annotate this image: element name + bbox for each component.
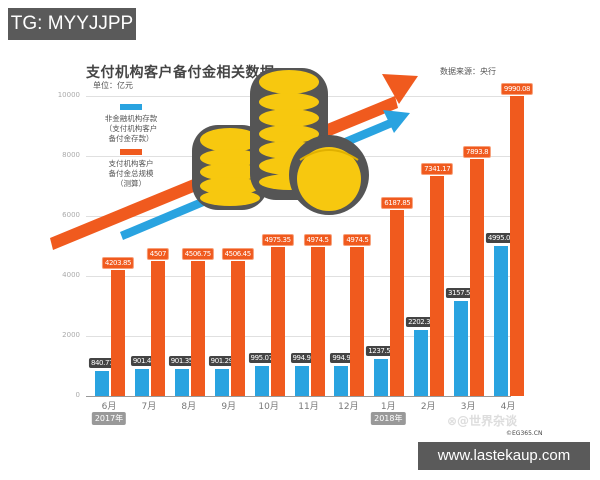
legend-blue-line1: 非金融机构存款 <box>104 114 158 123</box>
gridline-2000 <box>86 336 511 337</box>
x-tick-label: 6月 <box>101 402 117 412</box>
bar-blue <box>214 368 229 396</box>
gridline-6000 <box>86 216 511 217</box>
bar-blue <box>95 370 109 396</box>
bar-orange <box>150 260 165 396</box>
bar-blue <box>414 329 429 396</box>
value-label-blue: 3157.52 <box>446 288 477 299</box>
x-tick-label: 11月 <box>298 402 319 412</box>
bar-blue <box>174 368 189 396</box>
value-label-orange: 6187.85 <box>381 197 414 210</box>
ytick-8000: 8000 <box>62 151 80 159</box>
legend-blue-line3: 备付金存款） <box>108 134 154 143</box>
x-tick-label: 7月 <box>141 402 157 412</box>
value-label-blue: 901.29 <box>208 355 235 366</box>
ytick-10000: 10000 <box>57 91 80 99</box>
legend-swatch-blue <box>120 104 142 110</box>
value-label-blue: 994.9 <box>290 353 313 364</box>
year-marker: 2018年 <box>371 412 406 425</box>
x-tick-label: 1月 <box>380 402 396 412</box>
x-tick-label: 12月 <box>338 402 359 412</box>
bar-blue <box>254 366 269 396</box>
value-label-blue: 4995.04 <box>485 233 517 244</box>
legend-label-orange: 支付机构客户 备付金总规模 （测算） <box>98 159 164 189</box>
ytick-0: 0 <box>75 391 80 399</box>
bar-orange <box>190 260 205 396</box>
x-axis-line <box>86 396 511 397</box>
bar-orange <box>111 269 125 396</box>
value-label-orange: 4974.5 <box>303 233 332 246</box>
value-label-blue: 840.77 <box>88 357 116 368</box>
legend-orange-line3: （测算） <box>116 179 146 188</box>
value-label-orange: 4506.75 <box>181 247 214 260</box>
x-tick-label: 3月 <box>460 402 476 412</box>
value-label-orange: 7341.17 <box>421 162 454 175</box>
value-label-orange: 4975.35 <box>261 233 294 246</box>
source-label: 数据来源：央行 <box>440 67 496 76</box>
ytick-4000: 4000 <box>62 271 80 279</box>
x-tick-label: 10月 <box>258 402 279 412</box>
legend-orange-line1: 支付机构客户 <box>108 159 154 168</box>
bar-blue <box>294 366 309 396</box>
x-tick-label: 2月 <box>420 402 436 412</box>
bar-orange <box>430 175 445 396</box>
bar-orange <box>350 246 365 396</box>
value-label-orange: 4974.5 <box>343 233 372 246</box>
ytick-2000: 2000 <box>62 331 80 339</box>
value-label-orange: 4506.45 <box>221 247 254 260</box>
x-tick-label: 9月 <box>221 402 237 412</box>
x-tick-label: 4月 <box>500 402 516 412</box>
credit-text: ©EG365.CN <box>506 430 543 437</box>
value-label-orange: 4203.85 <box>101 256 135 269</box>
bar-blue <box>134 368 149 396</box>
legend-label-blue: 非金融机构存款 （支付机构客户 备付金存款） <box>98 114 164 144</box>
tg-watermark-badge: TG: MYYJJPP <box>8 8 136 40</box>
value-label-orange: 7893.8 <box>463 146 492 159</box>
value-label-orange: 9990.08 <box>500 83 534 96</box>
bar-orange <box>470 159 485 396</box>
ytick-6000: 6000 <box>62 211 80 219</box>
value-label-blue: 901.35 <box>168 355 195 366</box>
value-label-orange: 4507 <box>146 247 169 260</box>
legend-swatch-orange <box>120 149 142 155</box>
bar-orange <box>230 260 245 396</box>
value-label-blue: 901.4 <box>130 355 153 366</box>
bar-orange <box>390 210 405 396</box>
bar-orange <box>310 246 325 396</box>
legend-blue-line2: （支付机构客户 <box>104 124 158 133</box>
bar-blue <box>454 301 469 396</box>
bar-blue <box>374 358 389 396</box>
value-label-blue: 2202.35 <box>406 316 437 327</box>
value-label-blue: 995.07 <box>248 353 275 364</box>
x-tick-label: 8月 <box>181 402 197 412</box>
value-label-blue: 994.9 <box>330 353 353 364</box>
unit-label: 单位：亿元 <box>93 81 133 90</box>
bar-orange <box>270 246 285 396</box>
gridline-4000 <box>86 276 511 277</box>
site-watermark-badge: www.lastekaup.com <box>418 442 590 470</box>
legend-orange-line2: 备付金总规模 <box>108 169 154 178</box>
chart-title: 支付机构客户备付金相关数据 <box>86 65 275 81</box>
watermark-text: ⊗@世界杂谈 <box>447 414 518 428</box>
bar-blue <box>494 246 508 396</box>
value-label-blue: 1237.57 <box>366 345 397 356</box>
bar-blue <box>334 366 349 396</box>
bar-orange <box>510 96 524 396</box>
year-marker: 2017年 <box>91 412 127 425</box>
coin-stack-icon <box>192 68 369 215</box>
